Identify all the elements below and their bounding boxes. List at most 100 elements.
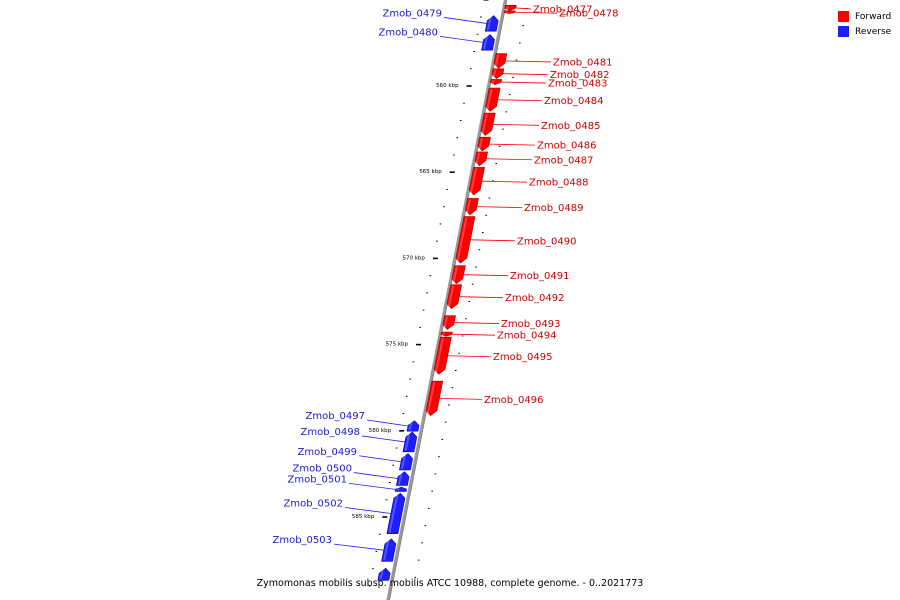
gene-label[interactable]: Zmob_0494	[497, 331, 557, 342]
gene-label[interactable]: Zmob_0488	[529, 178, 589, 189]
scale-label: 570 kbp	[402, 255, 425, 261]
gene-highlight	[442, 332, 445, 336]
gene-arrow[interactable]	[468, 167, 485, 196]
gene-arrow[interactable]	[477, 136, 491, 152]
gene-zmob_0498-group[interactable]	[402, 431, 418, 453]
gene-arrow[interactable]	[396, 471, 410, 486]
gene-label[interactable]: Zmob_0485	[541, 121, 601, 132]
gene-zmob_0503-group[interactable]	[381, 538, 397, 562]
gene-arrow[interactable]	[455, 216, 476, 264]
gene-label[interactable]: Zmob_0482	[550, 70, 610, 81]
gene-zmob_0490-group[interactable]	[455, 216, 476, 264]
gene-label[interactable]: Zmob_0486	[537, 141, 597, 152]
gene-unlabeled-group[interactable]	[377, 567, 391, 581]
gene-label[interactable]: Zmob_0484	[544, 96, 604, 107]
gene-label[interactable]: Zmob_0503	[272, 535, 332, 546]
gene-label[interactable]: Zmob_0480	[378, 27, 438, 38]
gene-zmob_0500-group[interactable]	[396, 471, 410, 486]
gene-leader-line	[481, 180, 528, 183]
gene-label[interactable]: Zmob_0499	[297, 447, 357, 458]
gene-label[interactable]: Zmob_0492	[505, 293, 565, 304]
gene-arrow[interactable]	[481, 34, 495, 51]
gene-label[interactable]: Zmob_0498	[300, 427, 360, 438]
gene-arrow[interactable]	[504, 5, 517, 11]
gene-zmob_0484-group[interactable]	[485, 87, 501, 112]
gene-zmob_0483-group[interactable]	[489, 79, 503, 85]
gene-arrow[interactable]	[491, 68, 505, 79]
gene-label[interactable]: Zmob_0500	[292, 464, 352, 475]
gene-arrow[interactable]	[485, 87, 501, 112]
gene-arrow[interactable]	[406, 420, 420, 432]
gene-arrow[interactable]	[425, 380, 444, 417]
gene-label[interactable]: Zmob_0497	[305, 411, 365, 422]
gene-highlight	[492, 69, 497, 78]
gene-arrow[interactable]	[451, 265, 466, 285]
gene-zmob_0499-group[interactable]	[399, 453, 413, 471]
gene-zmob_0477-group[interactable]	[504, 5, 517, 11]
scale-label: 585 kbp	[352, 514, 375, 520]
gene-zmob_0489-group[interactable]	[464, 198, 479, 216]
gene-label[interactable]: Zmob_0496	[484, 395, 544, 406]
gene-highlight	[434, 338, 444, 374]
gene-arrow[interactable]	[493, 53, 508, 69]
gene-label[interactable]: Zmob_0490	[517, 236, 577, 247]
gene-label[interactable]: Zmob_0495	[493, 352, 553, 363]
gene-arrow[interactable]	[402, 431, 418, 453]
gene-label[interactable]: Zmob_0487	[534, 155, 594, 166]
gene-zmob_0497-group[interactable]	[406, 420, 420, 432]
gene-highlight	[494, 54, 500, 68]
gene-leader-line	[451, 333, 496, 336]
gene-arrow[interactable]	[381, 538, 397, 562]
gene-arrow[interactable]	[489, 79, 503, 85]
gene-label[interactable]: Zmob_0479	[382, 8, 442, 19]
gene-zmob_0482-group[interactable]	[491, 68, 505, 79]
gene-label[interactable]: Zmob_0483	[548, 79, 608, 90]
gene-zmob_0480-group[interactable]	[481, 34, 495, 51]
gene-label[interactable]: Zmob_0481	[553, 57, 613, 68]
gene-features	[377, 5, 517, 581]
scale-label: 580 kbp	[369, 428, 392, 434]
gene-zmob_0488-group[interactable]	[468, 167, 485, 196]
gene-arrow[interactable]	[480, 112, 496, 136]
gene-label[interactable]: Zmob_0491	[510, 271, 570, 282]
gene-arrow[interactable]	[464, 198, 479, 216]
gene-label[interactable]: Zmob_0489	[524, 203, 584, 214]
gene-zmob_0479-group[interactable]	[484, 15, 499, 32]
gene-arrow[interactable]	[377, 567, 391, 581]
gene-label[interactable]: Zmob_0477	[533, 4, 593, 15]
gene-leader-line	[366, 419, 409, 427]
gene-highlight	[426, 381, 436, 415]
gene-label[interactable]: Zmob_0501	[287, 474, 347, 485]
gene-zmob_0493-group[interactable]	[442, 315, 456, 330]
gene-zmob_0485-group[interactable]	[480, 112, 496, 136]
gene-leader-line	[459, 296, 504, 299]
gene-arrow[interactable]	[503, 10, 516, 14]
gene-leader-line	[505, 60, 552, 63]
gene-arrow[interactable]	[433, 336, 452, 375]
gene-arrow[interactable]	[484, 15, 499, 32]
gene-arrow[interactable]	[394, 486, 407, 492]
gene-highlight	[483, 35, 489, 50]
gene-zmob_0486-group[interactable]	[477, 136, 491, 152]
gene-label[interactable]: Zmob_0502	[283, 498, 343, 509]
gene-zmob_0492-group[interactable]	[446, 284, 463, 310]
gene-zmob_0496-group[interactable]	[425, 380, 444, 417]
gene-zmob_0502-group[interactable]	[386, 492, 406, 535]
gene-zmob_0481-group[interactable]	[493, 53, 508, 69]
gene-arrow[interactable]	[442, 315, 456, 330]
gene-zmob_0487-group[interactable]	[474, 151, 488, 167]
gene-zmob_0491-group[interactable]	[451, 265, 466, 285]
gene-zmob_0494-group[interactable]	[440, 331, 453, 337]
gene-arrow[interactable]	[386, 492, 406, 535]
gene-zmob_0495-group[interactable]	[433, 336, 452, 375]
gene-arrow[interactable]	[446, 284, 463, 310]
gene-zmob_0478-group[interactable]	[503, 10, 516, 14]
gene-label[interactable]: Zmob_0493	[501, 319, 561, 330]
gene-highlight	[465, 199, 471, 215]
gene-label[interactable]: Zmob_0478	[559, 9, 619, 20]
legend-forward-label: Forward	[855, 11, 892, 22]
gene-arrow[interactable]	[474, 151, 488, 167]
gene-zmob_0501-group[interactable]	[394, 486, 407, 492]
gene-arrow[interactable]	[440, 331, 453, 337]
gene-arrow[interactable]	[399, 453, 413, 471]
